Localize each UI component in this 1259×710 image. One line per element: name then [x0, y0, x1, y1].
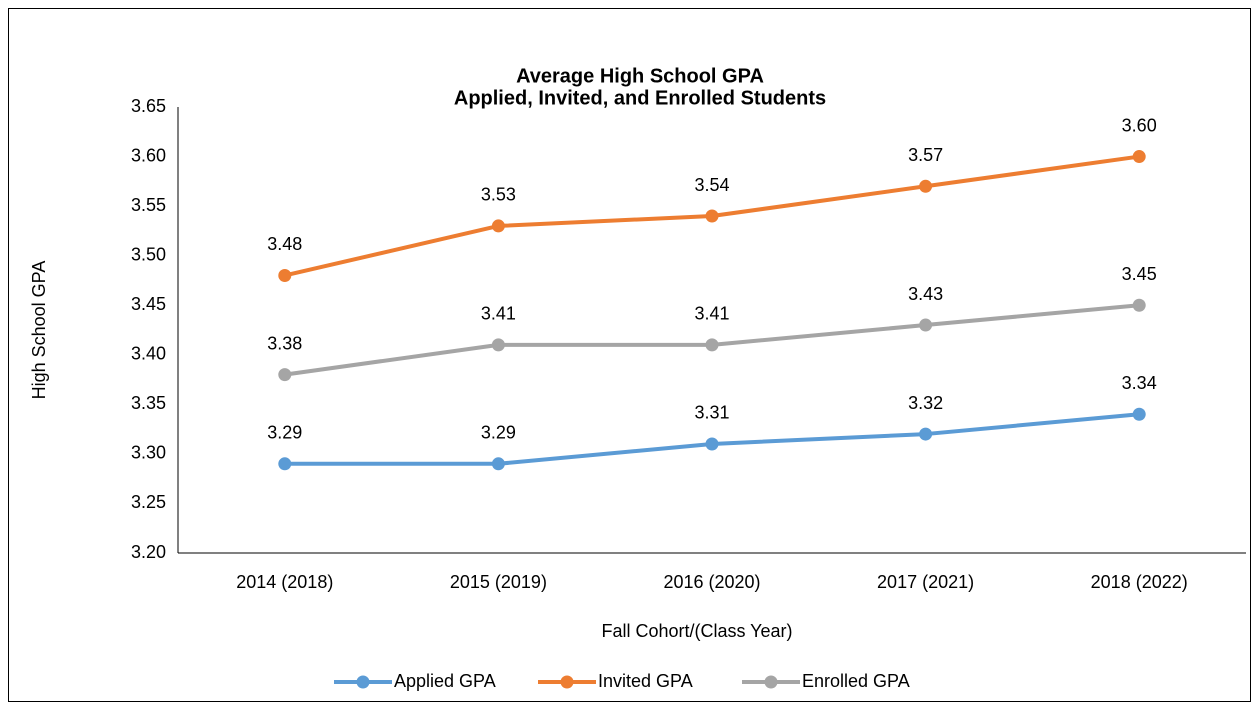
x-tick-label: 2017 (2021): [877, 572, 974, 592]
point-marker: [278, 368, 292, 382]
chart-subtitle: Applied, Invited, and Enrolled Students: [454, 87, 826, 109]
y-tick-label: 3.50: [131, 244, 166, 264]
y-axis-title: High School GPA: [29, 261, 49, 400]
legend-label: Applied GPA: [394, 671, 496, 691]
y-tick-label: 3.55: [131, 195, 166, 215]
data-label: 3.31: [694, 403, 729, 423]
data-label: 3.45: [1122, 264, 1157, 284]
legend-marker: [356, 675, 370, 689]
data-label: 3.53: [481, 185, 516, 205]
x-tick-label: 2016 (2020): [663, 572, 760, 592]
point-marker: [705, 437, 719, 451]
data-label: 3.48: [267, 234, 302, 254]
data-label: 3.60: [1122, 115, 1157, 135]
y-tick-label: 3.60: [131, 145, 166, 165]
point-marker: [1132, 407, 1146, 421]
data-label: 3.38: [267, 333, 302, 353]
point-marker: [278, 268, 292, 282]
data-label: 3.54: [694, 175, 729, 195]
legend-label: Invited GPA: [598, 671, 693, 691]
y-tick-label: 3.40: [131, 344, 166, 364]
data-label: 3.41: [481, 304, 516, 324]
y-tick-label: 3.45: [131, 294, 166, 314]
point-marker: [1132, 298, 1146, 312]
y-tick-label: 3.25: [131, 492, 166, 512]
point-marker: [491, 219, 505, 233]
y-tick-label: 3.20: [131, 542, 166, 562]
data-label: 3.41: [694, 304, 729, 324]
legend-marker: [764, 675, 778, 689]
point-marker: [278, 457, 292, 471]
x-tick-label: 2018 (2022): [1091, 572, 1188, 592]
data-label: 3.29: [267, 423, 302, 443]
chart-border: [8, 8, 1251, 702]
point-marker: [491, 457, 505, 471]
x-tick-label: 2015 (2019): [450, 572, 547, 592]
point-marker: [919, 179, 933, 193]
point-marker: [491, 338, 505, 352]
point-marker: [705, 209, 719, 223]
data-label: 3.57: [908, 145, 943, 165]
data-label: 3.34: [1122, 373, 1157, 393]
data-label: 3.29: [481, 423, 516, 443]
point-marker: [919, 427, 933, 441]
data-label: 3.43: [908, 284, 943, 304]
legend-marker: [560, 675, 574, 689]
point-marker: [705, 338, 719, 352]
x-tick-label: 2014 (2018): [236, 572, 333, 592]
point-marker: [1132, 150, 1146, 164]
legend-label: Enrolled GPA: [802, 671, 910, 691]
y-tick-label: 3.30: [131, 443, 166, 463]
point-marker: [919, 318, 933, 332]
data-label: 3.32: [908, 393, 943, 413]
y-tick-label: 3.35: [131, 393, 166, 413]
chart-title: Average High School GPA: [516, 65, 764, 87]
x-axis-title: Fall Cohort/(Class Year): [601, 621, 792, 641]
y-tick-label: 3.65: [131, 96, 166, 116]
